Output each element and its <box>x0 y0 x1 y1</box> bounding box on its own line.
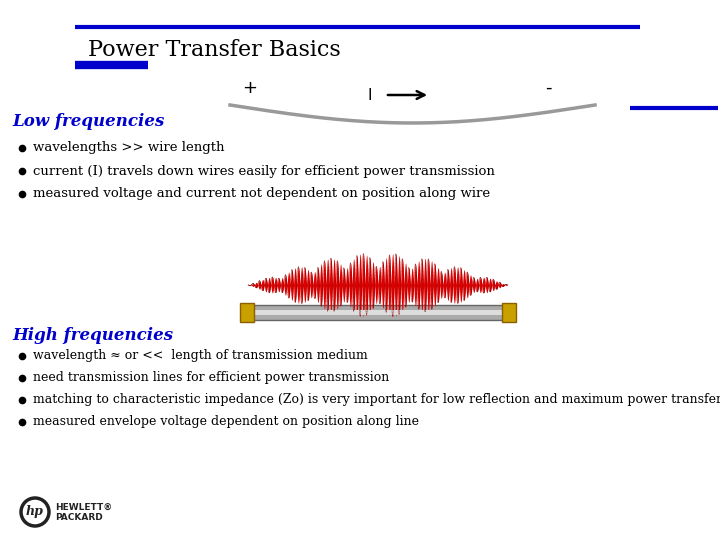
Text: measured envelope voltage dependent on position along line: measured envelope voltage dependent on p… <box>33 415 419 429</box>
Bar <box>248 310 508 315</box>
Text: +: + <box>243 79 258 97</box>
Text: need transmission lines for efficient power transmission: need transmission lines for efficient po… <box>33 372 390 384</box>
Bar <box>240 303 254 322</box>
Bar <box>502 303 516 322</box>
Text: Low frequencies: Low frequencies <box>12 113 164 131</box>
Text: wavelengths >> wire length: wavelengths >> wire length <box>33 141 225 154</box>
Text: wavelength ≈ or <<  length of transmission medium: wavelength ≈ or << length of transmissio… <box>33 349 368 362</box>
Text: I: I <box>368 87 372 103</box>
Text: PACKARD: PACKARD <box>55 512 103 522</box>
Text: current (I) travels down wires easily for efficient power transmission: current (I) travels down wires easily fo… <box>33 165 495 178</box>
Text: -: - <box>545 79 552 97</box>
Bar <box>248 305 508 320</box>
Text: Power Transfer Basics: Power Transfer Basics <box>88 39 341 61</box>
Text: hp: hp <box>26 505 44 518</box>
Text: measured voltage and current not dependent on position along wire: measured voltage and current not depende… <box>33 187 490 200</box>
Text: matching to characteristic impedance (Zo) is very important for low reflection a: matching to characteristic impedance (Zo… <box>33 394 720 407</box>
Text: High frequencies: High frequencies <box>12 327 173 343</box>
Text: HEWLETT®: HEWLETT® <box>55 503 112 511</box>
